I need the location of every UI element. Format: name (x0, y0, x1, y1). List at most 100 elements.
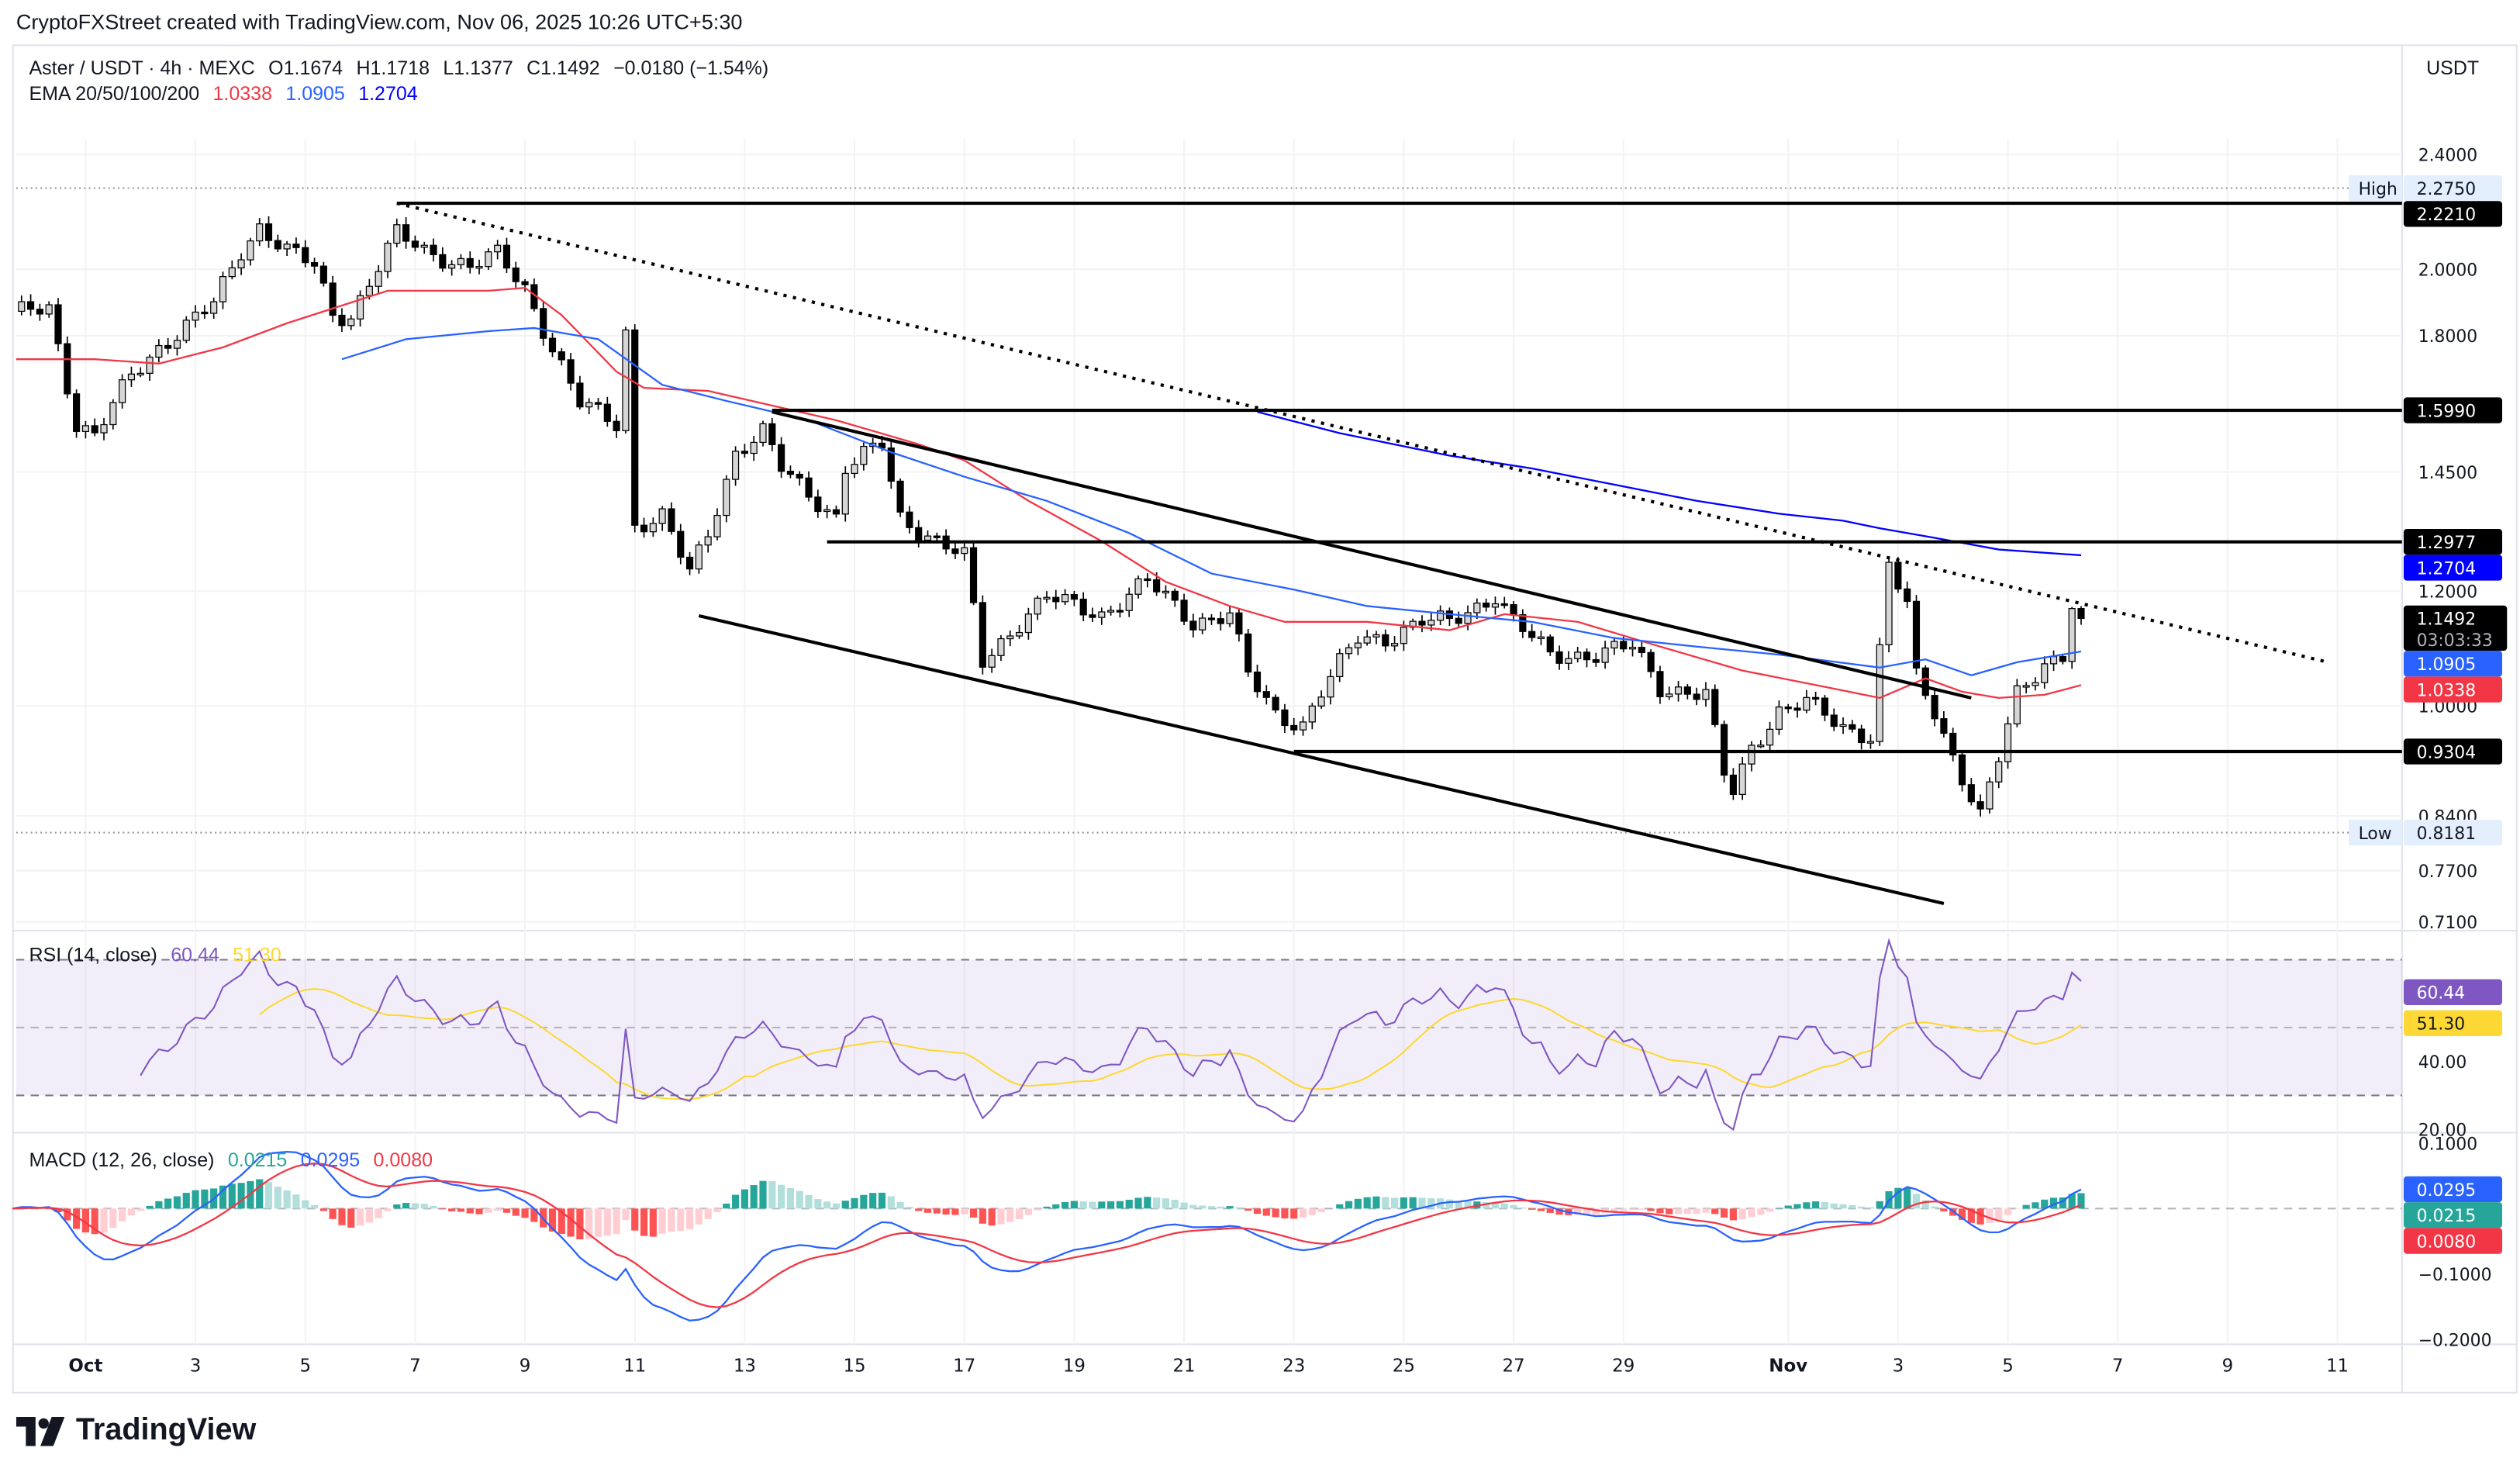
candle-bullish (119, 379, 126, 403)
candle-bearish (411, 240, 419, 248)
macd-histogram-bar (860, 1194, 868, 1209)
candle-bullish (2004, 723, 2012, 762)
tradingview-logo[interactable]: TradingView (16, 1414, 256, 1450)
macd-histogram-bar (1546, 1208, 1554, 1213)
rsi-line (140, 938, 2082, 1132)
axis-badge-value: 2.2750 (2417, 180, 2477, 199)
macd-histogram-bar (1894, 1187, 1902, 1209)
macd-histogram-bar (979, 1208, 986, 1224)
macd-histogram-bar (1299, 1208, 1307, 1218)
macd-histogram-bar (1272, 1208, 1279, 1218)
tradingview-logo-icon (16, 1417, 65, 1446)
candle-bearish (1720, 724, 1728, 776)
macd-histogram-bar (1062, 1202, 1069, 1209)
macd-histogram-bar (823, 1201, 831, 1209)
axis-badge-value: 1.1492 (2417, 610, 2477, 630)
candle-bullish (750, 441, 758, 454)
macd-legend[interactable]: MACD (12, 26, close) 0.0215 0.0295 0.008… (29, 1149, 440, 1171)
candle-bearish (1153, 579, 1161, 593)
macd-histogram-bar (786, 1187, 795, 1209)
macd-histogram-bar (1528, 1208, 1536, 1210)
symbol-legend[interactable]: Aster / USDT · 4h · MEXC O1.1674 H1.1718… (29, 57, 776, 79)
candle-bullish (100, 423, 108, 434)
currency-label[interactable]: USDT (2426, 56, 2480, 80)
macd-histogram-bar (402, 1203, 410, 1209)
macd-histogram-bar (1116, 1201, 1124, 1209)
macd-histogram-bar (1024, 1208, 1032, 1215)
candle-bullish (228, 267, 236, 278)
macd-histogram-bar (878, 1192, 886, 1209)
ema50-value: 1.0905 (285, 82, 345, 105)
macd-histogram-bar (1491, 1202, 1500, 1209)
time-axis-label: 29 (1612, 1356, 1635, 1377)
axis-badge-0.0295 (2403, 1176, 2503, 1203)
ema-label[interactable]: EMA 20/50/100/200 (29, 82, 200, 105)
candle-bearish (36, 309, 43, 315)
price-axis-tick: 1.2000 (2418, 583, 2478, 603)
macd-histogram-bar (1931, 1206, 1938, 1209)
candle-bullish (127, 373, 136, 381)
candle-bullish (192, 311, 199, 321)
macd-histogram-bar (1693, 1208, 1700, 1215)
macd-histogram-bar (1125, 1199, 1133, 1209)
macd-histogram-bar (1098, 1201, 1106, 1209)
macd-histogram-bar (1784, 1205, 1792, 1209)
candle-bearish (1912, 600, 1921, 669)
macd-histogram-bar (576, 1208, 584, 1240)
candle-bullish (109, 402, 117, 426)
macd-label[interactable]: MACD (12, 26, close) (29, 1149, 215, 1172)
macd-histogram-bar (109, 1208, 117, 1228)
candle-bearish (264, 223, 273, 241)
candle-bearish (1070, 593, 1078, 600)
axis-badge-0.9304 (2403, 738, 2503, 765)
candle-bullish (923, 535, 932, 541)
candle-bearish (1089, 614, 1096, 618)
ema200-line (1257, 410, 2082, 557)
rsi-label[interactable]: RSI (14, close) (29, 943, 157, 966)
axis-badge-2.2210 (2403, 201, 2503, 227)
price-axis-tick: 2.0000 (2418, 261, 2478, 281)
candle-bearish (1528, 631, 1536, 638)
macd-histogram-bar (1904, 1187, 1911, 1209)
macd-histogram-bar (146, 1205, 154, 1209)
macd-histogram-bar (923, 1208, 932, 1213)
axis-badge-1.2977 (2403, 529, 2503, 555)
candle-bearish (2077, 608, 2085, 620)
macd-histogram-bar (1921, 1200, 1929, 1209)
axis-badge-value: 0.8181 (2417, 824, 2477, 844)
macd-histogram-bar (1738, 1208, 1746, 1220)
candle-bearish (1116, 610, 1124, 613)
candle-bearish (512, 267, 520, 282)
axis-badge-value: 0.0295 (2417, 1181, 2477, 1201)
axis-badge-value: 0.0080 (2417, 1232, 2477, 1252)
macd-histogram-bar (1610, 1208, 1618, 1211)
rsi-legend[interactable]: RSI (14, close) 60.44 51.30 (29, 944, 289, 966)
macd-histogram-bar (1628, 1208, 1637, 1211)
macd-histogram-bar (173, 1196, 181, 1209)
candle-bullish (2041, 663, 2049, 683)
candle-bullish (1363, 636, 1371, 644)
macd-histogram-bar (603, 1208, 611, 1236)
attribution-text: CryptoFXStreet created with TradingView.… (16, 9, 743, 34)
macd-histogram-bar (365, 1208, 373, 1223)
macd-histogram-bar (778, 1184, 785, 1209)
macd-histogram-bar (127, 1208, 136, 1216)
macd-histogram-bar (228, 1183, 236, 1209)
symbol-name[interactable]: Aster / USDT · 4h · MEXC (29, 56, 255, 80)
candle-bullish (1464, 612, 1472, 624)
candle-bullish (356, 295, 364, 320)
ema-legend[interactable]: EMA 20/50/100/200 1.0338 1.0905 1.2704 (29, 82, 426, 105)
candle-bullish (1537, 636, 1545, 639)
candle-bearish (274, 240, 281, 250)
macd-histogram-bar (1317, 1208, 1325, 1213)
macd-histogram-bar (649, 1208, 657, 1237)
macd-signal-line (12, 1163, 2082, 1308)
time-axis-label: 5 (299, 1356, 311, 1377)
macd-histogram-bar (558, 1208, 565, 1234)
macd-histogram-bar (1555, 1208, 1563, 1215)
macd-histogram-bar (91, 1208, 98, 1235)
candle-bullish (1803, 696, 1811, 711)
candle-bearish (466, 257, 474, 268)
axis-badge-0.0215 (2403, 1202, 2503, 1228)
